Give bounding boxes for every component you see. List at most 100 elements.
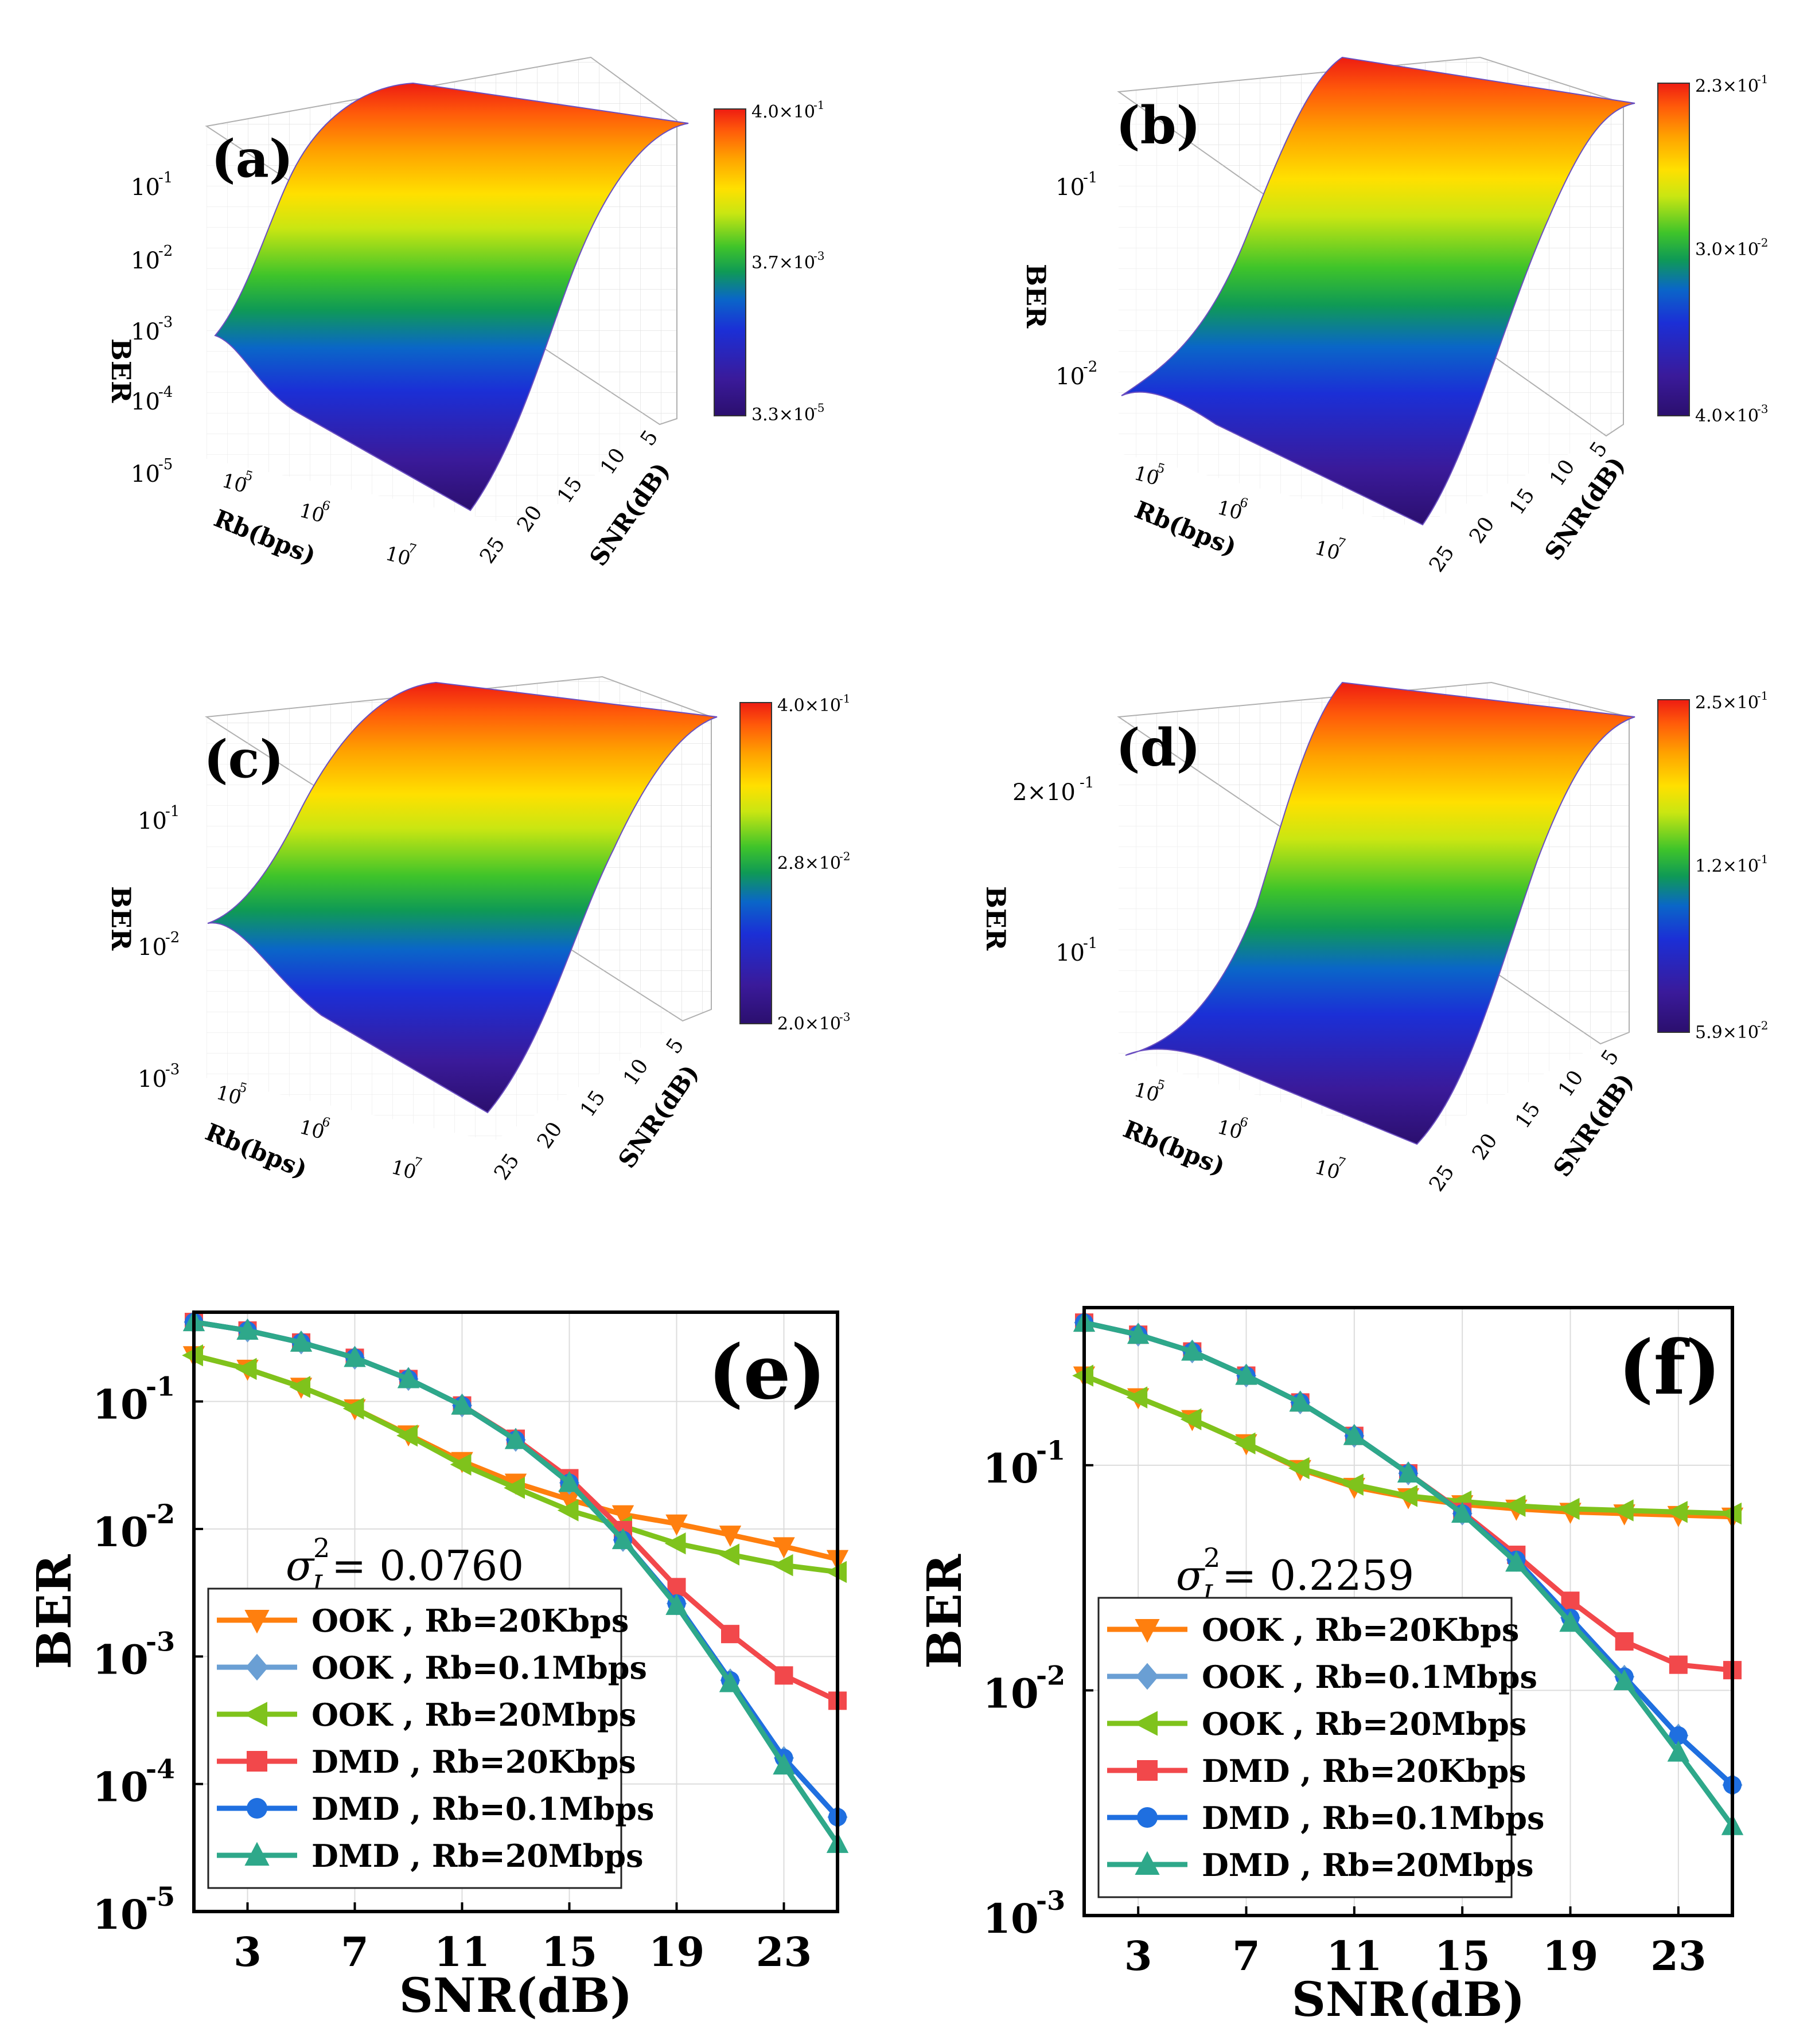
colorbar-tick: 2.3×10 [1695,76,1759,96]
colorbar-tick: 2.8×10 [777,853,841,873]
data-point [773,1753,795,1775]
legend-marker [1137,1807,1158,1828]
legend-marker [244,1842,270,1866]
colorbar-tick-exp: -2 [839,849,850,863]
data-point [1343,1423,1366,1445]
snr-tick: 20 [1465,513,1499,548]
z-tick-exp: -2 [165,929,180,946]
z-tick-exp: -2 [1083,358,1097,376]
colorbar-tick-exp: -1 [839,692,850,705]
data-point [1667,1740,1690,1762]
data-point [1289,1390,1311,1412]
annotation-superscript: 2 [313,1532,330,1563]
ber-surface [1121,56,1635,526]
legend-label: OOK , Rb=0.1Mbps [311,1649,647,1686]
y-tick-exponent: -1 [1036,1435,1065,1466]
data-point [344,1345,366,1367]
colorbar-tick-exp: -2 [1757,236,1768,249]
legend-label: OOK , Rb=20Mbps [1202,1706,1526,1742]
colorbar-tick: 5.9×10 [1695,1023,1759,1043]
data-point [1397,1461,1420,1483]
legend-marker [1136,1663,1159,1690]
colorbar-tick: 2.0×10 [777,1014,841,1034]
data-point [718,1543,739,1566]
annotation-value: = 0.0760 [332,1542,524,1590]
series-ook-rb-20mbps [1072,1364,1742,1525]
data-point [236,1319,259,1340]
data-point [397,1367,420,1388]
x-tick-label: 15 [542,1928,597,1976]
z-tick: 10 [131,461,160,487]
colorbar-tick-exp: -1 [813,98,824,112]
legend-entry: DMD , Rb=20Kbps [1107,1753,1526,1789]
z-axis-label: BER [1021,264,1051,329]
z-axis-label: BER [106,338,137,403]
data-point [1235,1363,1257,1385]
data-point [721,1625,739,1644]
y-tick-base: 10 [983,1445,1038,1492]
colorbar-ticks: 2.5×10-1 1.2×10-1 5.9×10-2 [1695,689,1768,1043]
data-point [290,1331,313,1352]
legend-label: OOK , Rb=20Kbps [1202,1612,1519,1648]
z-ticks: 10-1 10-2 10-3 10-4 10-5 [131,169,173,487]
data-point [342,1397,364,1420]
z-tick-exp: -1 [1080,774,1094,791]
x-tick-label: 15 [1434,1932,1490,1980]
series-dmd-rb-20mbps [1073,1310,1744,1835]
line-chart-e: 3 7 11 15 19 2310-110-210-310-410-5SNR(dB)BER… [27,1310,849,2023]
legend-entry: DMD , Rb=0.1Mbps [1107,1800,1544,1836]
data-point [1180,1408,1202,1430]
y-axis-label: BER [917,1554,972,1669]
legend-label: DMD , Rb=0.1Mbps [311,1791,654,1827]
y-tick-base: 10 [92,1636,148,1683]
annotation-symbol: σ [1176,1551,1205,1600]
snr-tick: 10 [619,1055,653,1090]
colorbar-tick: 3.0×10 [1695,240,1759,260]
y-axis-label: BER [27,1554,82,1669]
z-tick: 10 [131,248,160,274]
z-tick-exp: -2 [158,243,173,260]
y-tick-exponent: -3 [1036,1885,1065,1916]
z-tick-exp: -1 [1083,935,1097,952]
snr-tick: 20 [1468,1129,1502,1164]
panel-label: (c) [204,729,284,790]
legend-entry: OOK , Rb=0.1Mbps [1107,1659,1537,1695]
snr-tick: 5 [662,1034,689,1058]
x-tick-label: 19 [649,1928,704,1976]
annotation-value: = 0.2259 [1222,1551,1414,1600]
rb-tick-exp: 5 [1155,461,1166,477]
x-tick-label: 19 [1543,1932,1598,1980]
data-point [1558,1497,1580,1520]
legend-marker [243,1702,267,1727]
z-ticks: 2×10 -1 10-1 [1012,774,1097,966]
colorbar-tick-exp: -2 [1757,1019,1768,1032]
snr-tick: 15 [576,1086,610,1121]
data-point [1669,1655,1688,1674]
data-point [612,1505,634,1527]
legend-label: OOK , Rb=0.1Mbps [1202,1659,1537,1695]
z-tick-exp: -3 [165,1061,180,1078]
snr-tick: 10 [1554,1066,1588,1101]
x-axis-label: SNR(dB) [399,1968,633,2023]
data-point [772,1554,793,1577]
z-tick: 10 [1055,364,1085,390]
snr-tick: 15 [1511,1098,1545,1133]
snr-tick: 25 [476,533,510,568]
data-point [1666,1501,1688,1523]
x-tick-label: 3 [233,1928,262,1976]
rb-tick-exp: 6 [1238,1115,1249,1131]
colorbar-tick-exp: -1 [1757,852,1768,866]
snr-tick: 25 [1425,1161,1459,1196]
y-tick-base: 10 [92,1381,148,1429]
data-point [1669,1726,1688,1745]
z-tick: 10 [131,319,160,345]
y-tick-exponent: -5 [146,1881,175,1912]
z-axis-label: BER [980,886,1011,951]
panel-label: (a) [211,128,293,189]
colorbar-tick-exp: -5 [813,401,824,415]
rb-axis-label: Rb(bps) [1119,1115,1229,1181]
y-tick-exponent: -4 [146,1754,175,1785]
legend-marker [1135,1619,1160,1643]
snr-axis-label: SNR(dB) [584,457,676,571]
